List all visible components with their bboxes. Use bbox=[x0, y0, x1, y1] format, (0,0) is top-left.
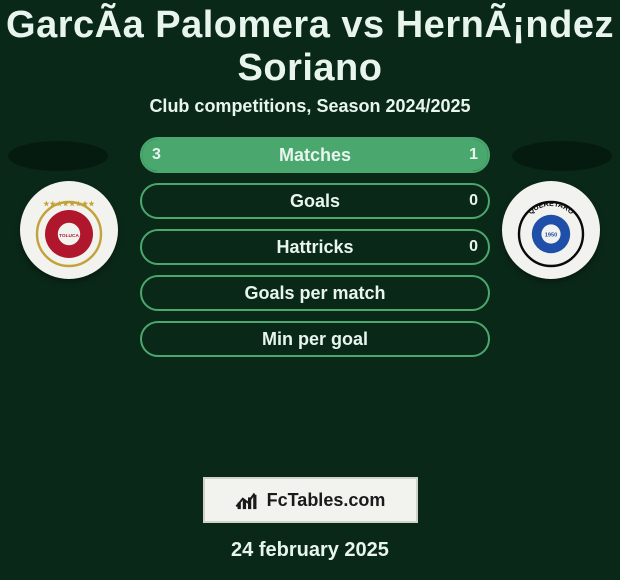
stat-label: Matches bbox=[279, 145, 351, 166]
stat-label: Goals bbox=[290, 191, 340, 212]
stat-bars: 3 Matches 1 Goals 0 Hattricks 0 Goals pe… bbox=[140, 137, 490, 367]
right-team-badge: QUERETARO 1950 bbox=[502, 181, 600, 279]
left-team-badge: ★★★★★★★★ TOLUCA bbox=[20, 181, 118, 279]
stat-value-left: 3 bbox=[152, 139, 161, 171]
page-title: GarcÃ­a Palomera vs HernÃ¡ndez Soriano bbox=[0, 0, 620, 92]
svg-text:TOLUCA: TOLUCA bbox=[59, 233, 79, 239]
stat-bar: Goals 0 bbox=[140, 183, 490, 219]
as-of-date: 24 february 2025 bbox=[0, 539, 620, 562]
stat-label: Goals per match bbox=[244, 283, 385, 304]
stat-bar: Goals per match bbox=[140, 275, 490, 311]
stat-bar: 3 Matches 1 bbox=[140, 137, 490, 173]
brand-text: FcTables.com bbox=[267, 490, 386, 511]
right-halo bbox=[512, 141, 612, 171]
stat-bar-fill-left bbox=[142, 139, 402, 171]
toluca-badge-icon: ★★★★★★★★ TOLUCA bbox=[29, 190, 109, 270]
brand-box[interactable]: FcTables.com bbox=[203, 477, 418, 523]
stat-label: Min per goal bbox=[262, 329, 368, 350]
queretaro-badge-icon: QUERETARO 1950 bbox=[511, 190, 591, 270]
stat-value-right: 0 bbox=[469, 185, 478, 217]
left-halo bbox=[8, 141, 108, 171]
stat-label: Hattricks bbox=[276, 237, 353, 258]
svg-text:1950: 1950 bbox=[545, 232, 557, 238]
stat-bar: Min per goal bbox=[140, 321, 490, 357]
stat-bar: Hattricks 0 bbox=[140, 229, 490, 265]
brand-chart-icon bbox=[235, 489, 261, 511]
svg-text:★★★★★★★★: ★★★★★★★★ bbox=[42, 199, 95, 208]
stat-value-right: 1 bbox=[469, 139, 478, 171]
comparison-arena: ★★★★★★★★ TOLUCA QUERETARO 1950 3 Matches… bbox=[0, 131, 620, 471]
page-subtitle: Club competitions, Season 2024/2025 bbox=[0, 92, 620, 131]
stat-value-right: 0 bbox=[469, 231, 478, 263]
